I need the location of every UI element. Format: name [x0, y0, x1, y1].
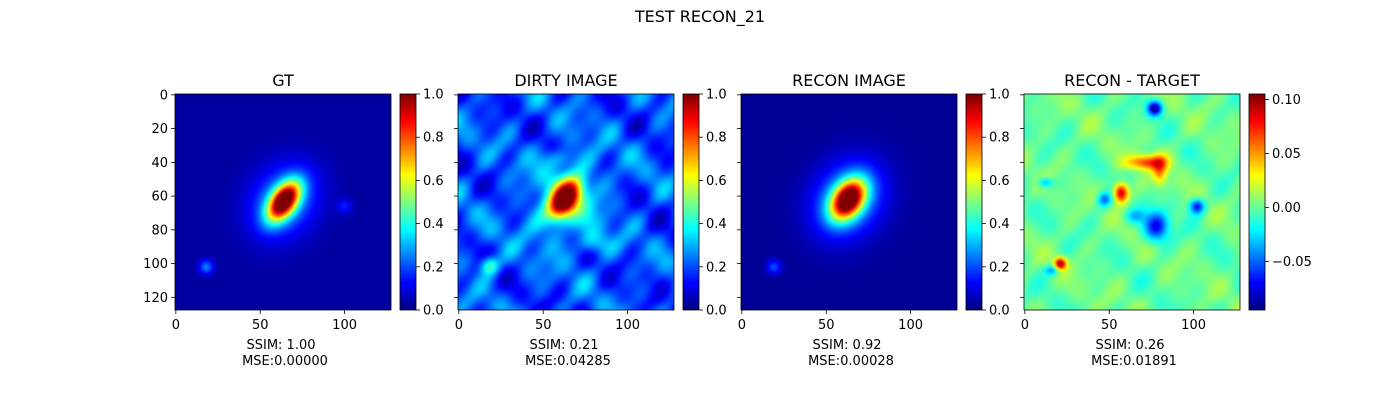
- colorbar-tick-label: 0.0: [706, 304, 727, 319]
- colorbar-tick-label: 1.0: [706, 88, 727, 103]
- x-tick-label: 100: [898, 318, 923, 333]
- colorbar: [1249, 94, 1265, 310]
- colorbar-tick-label: 0.8: [423, 131, 444, 146]
- y-tick-label: 0: [160, 88, 168, 103]
- heatmap-image: [741, 94, 957, 310]
- ssim-label: SSIM: 0.26: [1095, 338, 1164, 353]
- axes-frame: [457, 93, 675, 311]
- heatmap-image: [175, 94, 391, 310]
- x-tick-label: 100: [1181, 318, 1206, 333]
- axes-frame: [174, 93, 392, 311]
- colorbar-tick-label: −0.05: [1272, 255, 1312, 270]
- x-tick-label: 0: [455, 318, 463, 333]
- colorbar-tick-label: 1.0: [423, 88, 444, 103]
- y-tick-label: 40: [151, 156, 168, 171]
- y-tick-label: 120: [143, 291, 168, 306]
- panel-title: DIRTY IMAGE: [514, 71, 617, 90]
- colorbar-tick-label: 0.0: [423, 304, 444, 319]
- colorbar-tick-label: 0.4: [989, 217, 1010, 232]
- panel-title: RECON - TARGET: [1064, 71, 1200, 90]
- colorbar-frame: [682, 93, 700, 311]
- panel-4: RECON - TARGET 0 50 100 SSIM: 0.26MSE:0.0189…: [1020, 71, 1312, 369]
- x-tick-label: 50: [818, 318, 835, 333]
- colorbar-frame: [399, 93, 417, 311]
- x-tick-label: 0: [738, 318, 746, 333]
- x-tick-label: 0: [1021, 318, 1029, 333]
- colorbar-tick-label: 0.2: [423, 260, 444, 275]
- colorbar-tick-label: 0.8: [989, 131, 1010, 146]
- heatmap-image: [1024, 94, 1240, 310]
- mse-label: MSE:0.00028: [808, 354, 894, 369]
- heatmap-image: [458, 94, 674, 310]
- x-tick-label: 50: [1101, 318, 1118, 333]
- mse-label: MSE:0.01891: [1091, 354, 1177, 369]
- y-tick-label: 80: [151, 223, 168, 238]
- colorbar-tick-label: 0.6: [989, 174, 1010, 189]
- axes-frame: [740, 93, 958, 311]
- mse-label: MSE:0.00000: [242, 354, 328, 369]
- x-tick-label: 100: [332, 318, 357, 333]
- colorbar-tick-label: 0.4: [423, 217, 444, 232]
- colorbar: [966, 94, 982, 310]
- colorbar-tick-label: 0.2: [706, 260, 727, 275]
- colorbar-tick-label: 0.4: [706, 217, 727, 232]
- colorbar-tick-label: 0.6: [706, 174, 727, 189]
- ssim-label: SSIM: 1.00: [246, 338, 315, 353]
- x-tick-label: 100: [615, 318, 640, 333]
- colorbar-frame: [965, 93, 983, 311]
- axes-frame: [1023, 93, 1241, 311]
- colorbar-tick-label: 0.00: [1272, 201, 1301, 216]
- colorbar: [400, 94, 416, 310]
- y-tick-label: 100: [143, 257, 168, 272]
- panel-1: GT 0 50 100 0 20 40 60 80 100 120 SSIM: 1.00MSE:0.0…: [143, 71, 444, 369]
- colorbar-frame: [1248, 93, 1266, 311]
- colorbar-tick-label: 0.0: [989, 304, 1010, 319]
- figure-suptitle: TEST RECON_21: [634, 7, 765, 27]
- panel-title: RECON IMAGE: [792, 71, 906, 90]
- colorbar-tick-label: 0.05: [1272, 147, 1301, 162]
- mse-label: MSE:0.04285: [525, 354, 611, 369]
- panel-title: GT: [272, 71, 294, 90]
- x-tick-label: 50: [535, 318, 552, 333]
- colorbar-tick-label: 0.2: [989, 260, 1010, 275]
- ssim-label: SSIM: 0.21: [529, 338, 598, 353]
- y-tick-label: 20: [151, 122, 168, 137]
- x-tick-label: 0: [172, 318, 180, 333]
- y-tick-label: 60: [151, 190, 168, 205]
- colorbar: [683, 94, 699, 310]
- x-tick-label: 50: [252, 318, 269, 333]
- colorbar-tick-label: 0.10: [1272, 93, 1301, 108]
- colorbar-tick-label: 0.6: [423, 174, 444, 189]
- colorbar-tick-label: 0.8: [706, 131, 727, 146]
- colorbar-tick-label: 1.0: [989, 88, 1010, 103]
- ssim-label: SSIM: 0.92: [812, 338, 881, 353]
